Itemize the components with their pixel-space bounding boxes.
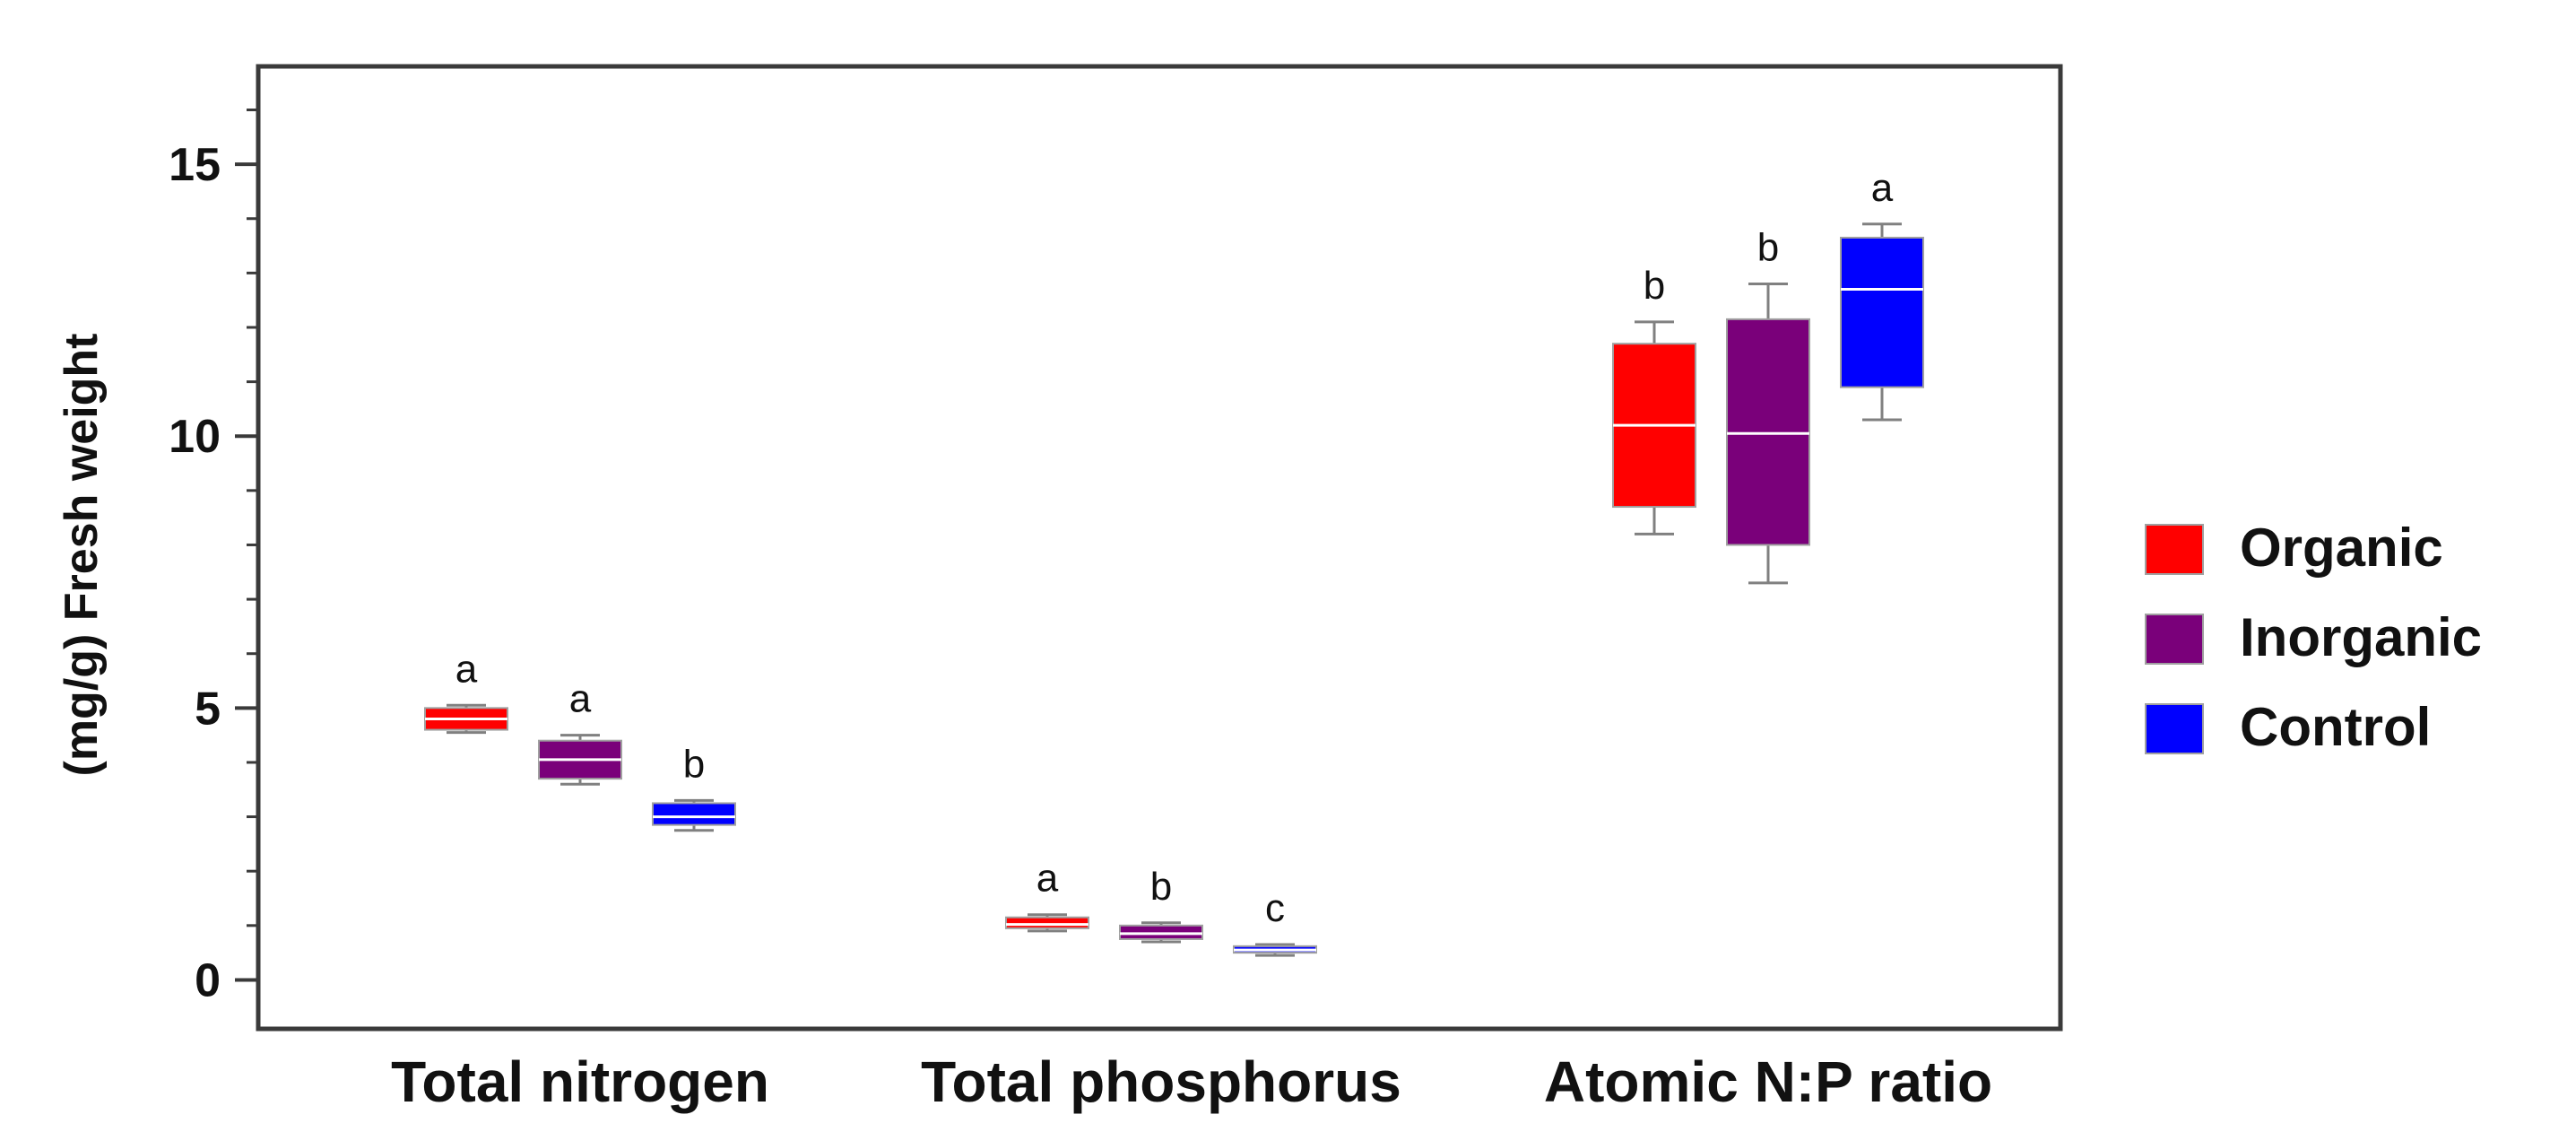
significance-letter: b	[1644, 264, 1665, 308]
x-category-label: Total phosphorus	[921, 1049, 1401, 1114]
box-series-group: a a b a b b b c a	[424, 166, 1924, 957]
significance-letter: b	[683, 742, 705, 786]
legend: Organic Inorganic Control	[2145, 518, 2482, 757]
significance-letter: b	[1757, 225, 1779, 269]
box-body	[1840, 236, 1924, 388]
x-category-label: Total nitrogen	[391, 1049, 769, 1114]
y-axis-label: (mg/g) Fresh weight	[56, 334, 108, 777]
significance-letter: c	[1265, 886, 1285, 930]
significance-letter: a	[1871, 166, 1894, 210]
box-organic-1: a	[424, 647, 508, 735]
box-control-1: b	[652, 742, 736, 832]
legend-label-control: Control	[2240, 697, 2431, 757]
y-tick-label: 10	[169, 411, 221, 463]
box-body	[1726, 318, 1810, 546]
box-organic-2: a	[1005, 857, 1089, 933]
legend-swatch-inorganic	[2145, 614, 2204, 665]
x-category-label: Atomic N:P ratio	[1544, 1049, 1992, 1114]
box-inorganic-2: b	[1119, 865, 1203, 944]
box-control-2: c	[1233, 886, 1317, 957]
legend-label-organic: Organic	[2240, 518, 2443, 578]
y-tick-label: 0	[195, 954, 221, 1006]
legend-swatch-control	[2145, 703, 2204, 754]
significance-letter: a	[569, 677, 592, 721]
legend-swatch-organic	[2145, 524, 2204, 575]
y-tick-label: 15	[169, 139, 221, 191]
box-body	[1119, 924, 1203, 940]
box-body	[652, 802, 736, 826]
box-inorganic-1: a	[538, 677, 622, 786]
significance-letter: a	[455, 647, 478, 691]
box-organic-3: b	[1612, 264, 1696, 536]
y-axis: 0 5 10 15	[169, 108, 258, 1006]
box-body	[1005, 916, 1089, 929]
significance-letter: b	[1150, 865, 1172, 909]
x-axis-labels: Total nitrogen Total phosphorus Atomic N:P…	[391, 1049, 1992, 1114]
significance-letter: a	[1036, 857, 1059, 901]
box-control-3: a	[1840, 166, 1924, 422]
legend-label-inorganic: Inorganic	[2240, 607, 2482, 667]
box-inorganic-3: b	[1726, 225, 1810, 585]
plot-frame	[256, 64, 2063, 1032]
y-tick-label: 5	[195, 683, 221, 735]
